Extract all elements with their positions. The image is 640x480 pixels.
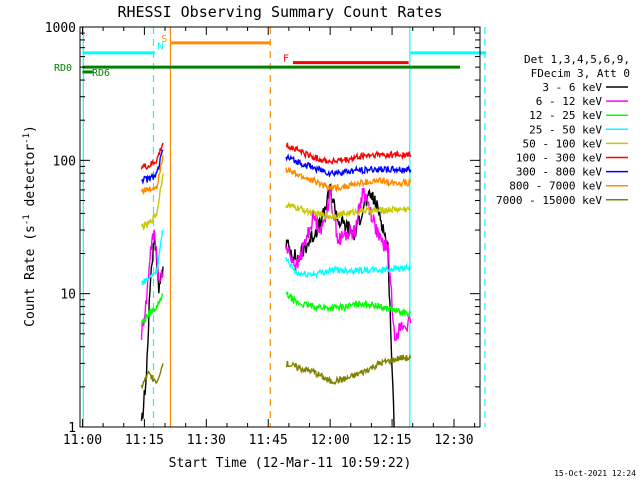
marker-lines xyxy=(82,27,486,427)
state-bar-label: RD0 xyxy=(54,63,72,74)
series-line-6 xyxy=(141,149,164,185)
series-line-7 xyxy=(285,166,412,193)
legend-title-line-2: FDecim 3, Att 0 xyxy=(531,67,630,80)
state-bar-label: RD6 xyxy=(92,68,110,79)
legend-entry-label: 25 - 50 keV xyxy=(529,123,602,136)
series-line-2 xyxy=(285,291,412,318)
legend-entry-label: 3 - 6 keV xyxy=(542,81,602,94)
chart-title: RHESSI Observing Summary Count Rates xyxy=(117,3,442,21)
footer-timestamp: 15-Oct-2021 12:24 xyxy=(554,469,636,478)
series-3 xyxy=(140,229,411,286)
series-layer xyxy=(140,142,412,428)
x-tick-label: 12:00 xyxy=(311,433,350,448)
series-4 xyxy=(140,173,412,231)
x-axis-label: Start Time (12-Mar-11 10:59:22) xyxy=(169,456,412,471)
x-tick-label: 11:45 xyxy=(249,433,288,448)
legend-entry-label: 50 - 100 keV xyxy=(523,137,603,150)
x-tick-label: 12:15 xyxy=(373,433,412,448)
y-tick-label: 10 xyxy=(60,288,76,303)
series-line-8 xyxy=(285,353,412,386)
series-2 xyxy=(140,291,412,325)
series-line-2 xyxy=(140,293,164,325)
series-1 xyxy=(140,187,412,342)
legend: Det 1,3,4,5,6,9, FDecim 3, Att 0 3 - 6 k… xyxy=(496,53,630,207)
legend-title-line-1: Det 1,3,4,5,6,9, xyxy=(524,53,630,66)
series-line-8 xyxy=(140,363,164,390)
flag-bar-label: N xyxy=(157,41,163,52)
x-tick-label: 12:30 xyxy=(434,433,473,448)
x-tick-label: 11:30 xyxy=(187,433,226,448)
series-line-1 xyxy=(140,229,164,340)
series-8 xyxy=(140,353,412,390)
series-line-7 xyxy=(140,154,164,196)
y-tick-label: 1000 xyxy=(45,21,76,36)
y-axis-label: Count Rate (s-1 detector-1) xyxy=(22,125,38,327)
series-line-4 xyxy=(285,201,412,221)
x-tick-label: 11:15 xyxy=(125,433,164,448)
series-line-4 xyxy=(140,173,164,231)
flag-bar-label: S xyxy=(161,34,167,45)
series-line-5 xyxy=(285,142,412,165)
series-line-3 xyxy=(285,256,411,280)
series-7 xyxy=(140,154,412,196)
legend-entry-label: 800 - 7000 keV xyxy=(509,180,602,193)
y-tick-label: 100 xyxy=(53,154,76,169)
state-bars: RD0 RD6 SN F xyxy=(54,34,486,79)
series-5 xyxy=(140,142,412,170)
x-tick-label: 11:00 xyxy=(63,433,102,448)
axes: 11:00 11:15 11:30 11:45 12:00 12:15 12:30 1 10 10… xyxy=(45,21,481,448)
series-line-0 xyxy=(140,237,164,421)
plot-frame xyxy=(79,26,481,428)
series-line-1 xyxy=(285,187,412,342)
series-line-6 xyxy=(285,153,412,178)
legend-entry-label: 300 - 800 keV xyxy=(516,166,602,179)
legend-entry-label: 7000 - 15000 keV xyxy=(496,194,602,207)
flag-bar-label: F xyxy=(283,54,289,65)
y-tick-label: 1 xyxy=(68,421,76,436)
series-line-3 xyxy=(140,229,164,286)
legend-entry-label: 100 - 300 keV xyxy=(516,152,602,165)
series-6 xyxy=(141,149,412,185)
series-line-5 xyxy=(140,142,164,170)
legend-entry-label: 12 - 25 keV xyxy=(529,109,602,122)
legend-entry-label: 6 - 12 keV xyxy=(536,95,603,108)
